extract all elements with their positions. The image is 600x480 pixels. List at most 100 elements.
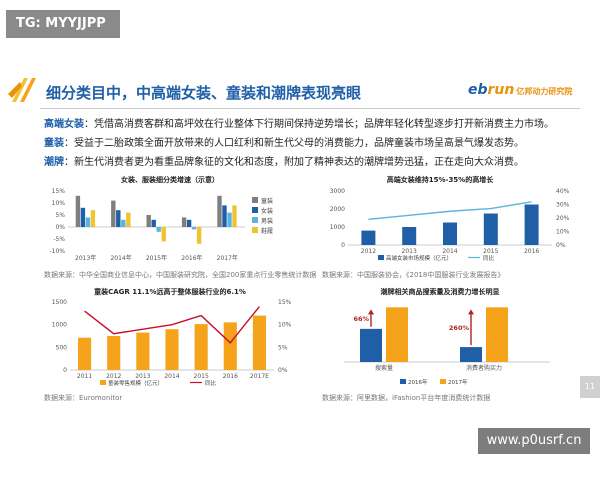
paragraph-kidswear: 童装：受益于二胎政策全面开放带来的人口红利和新生代父母的消费能力，品牌童装市场呈… <box>44 138 524 149</box>
chart3-bar <box>252 315 266 370</box>
chart2-y2tick: 30% <box>556 202 570 209</box>
chart4-legend-label: 2016年 <box>408 378 428 386</box>
chart3-ytick: 1000 <box>52 322 67 329</box>
chart2-y2tick: 40% <box>556 188 570 195</box>
chart2-bar <box>483 213 498 245</box>
chart2-xtick: 2014 <box>442 248 457 255</box>
chart3-ytick: 500 <box>56 344 68 351</box>
chart1-bar <box>121 219 126 227</box>
chart1-ytick: 15% <box>52 188 66 195</box>
chart3-xtick: 2014 <box>164 373 179 380</box>
chart2-legend-bar: 高端女装市场规模（亿元） <box>386 254 452 262</box>
chart2-legend-swatch <box>378 255 384 260</box>
chart2-line <box>368 201 532 221</box>
watermark-top: TG: MYYJJPP <box>6 10 120 38</box>
chart1-bar <box>227 212 232 227</box>
chart4-arrow-head <box>368 309 374 315</box>
chart2-bar <box>443 222 457 245</box>
chart3-bar <box>107 336 121 370</box>
chart1-xtick: 2017年 <box>217 254 238 262</box>
chart1-bar <box>161 227 166 242</box>
chart4-bar <box>460 347 482 362</box>
chart2-bar <box>524 204 539 245</box>
chart1-bar <box>156 227 161 232</box>
chart1-bar <box>111 200 116 227</box>
logo-icon <box>8 78 36 102</box>
chart4-title: 潮牌相关商品搜索量及消费力增长明显 <box>380 288 500 296</box>
chart3-line <box>84 306 260 344</box>
chart4-bar <box>486 307 508 362</box>
chart2-bar <box>361 230 376 245</box>
chart3-legend-line: 同比 <box>205 379 217 387</box>
chart4-annotation: 260% <box>449 324 470 332</box>
chart1-bar <box>80 207 86 227</box>
chart3-title: 童装CAGR 11.1%远高于整体服装行业的6.1% <box>94 288 246 296</box>
chart1-bar <box>181 217 187 227</box>
paragraph-womenswear: 高端女装：凭借高消费客群和高坪效在行业整体下行期间保持逆势增长；品牌年轻化转型逐… <box>44 119 554 130</box>
chart1-legend-label: 男装 <box>261 217 273 225</box>
chart1-bar <box>196 227 202 244</box>
chart1-bar <box>85 217 91 227</box>
chart1-bar <box>217 195 222 227</box>
chart3-xtick: 2012 <box>106 373 121 380</box>
chart4-xtick: 搜索量 <box>375 364 393 372</box>
chart2-title: 高端女装维持15%-35%的高增长 <box>386 176 494 184</box>
chart4-legend-swatch <box>440 379 446 384</box>
chart3-ytick: 1500 <box>52 299 67 306</box>
chart4-arrow-head <box>468 309 474 315</box>
chart3-bar <box>78 337 92 370</box>
chart1-bar <box>151 219 156 227</box>
chart2-ytick: 1000 <box>330 224 345 231</box>
chart1-legend-label: 女装 <box>261 207 273 215</box>
chart3-y2tick: 5% <box>278 344 288 351</box>
chart3-source: 数据来源：Euromonitor <box>44 394 123 402</box>
chart4-xtick: 消费者购买力 <box>466 364 502 372</box>
chart2-xtick: 2012 <box>361 248 376 255</box>
chart1: 15% 10% 5% 0% -5% -10% 2013年 2014年 2015年 2016年 201… <box>49 188 273 262</box>
chart4-bar <box>386 307 408 362</box>
chart1-ytick: 0% <box>55 224 65 231</box>
chart1-xtick: 2016年 <box>181 254 202 262</box>
chart2-y2tick: 10% <box>556 229 570 236</box>
page-title: 细分类目中，中高端女装、童装和潮牌表现亮眼 <box>46 84 362 102</box>
chart3-bar <box>223 322 237 370</box>
chart1-legend-swatch <box>252 197 258 203</box>
chart1-legend-swatch <box>252 227 258 233</box>
chart4-legend-swatch <box>400 379 406 384</box>
chart3-legend-bar: 童装零售规模（亿元） <box>108 379 163 387</box>
chart2-ytick: 3000 <box>330 188 345 195</box>
chart2-legend-line: 同比 <box>483 254 495 262</box>
chart1-xtick: 2014年 <box>110 254 131 262</box>
chart2-y2tick: 0% <box>556 242 566 249</box>
chart1-bar <box>90 210 96 227</box>
chart3-bar <box>136 332 150 370</box>
chart4: 66% 搜索量 260% 消费者购买力 2016年 2017年 <box>344 307 550 386</box>
chart2-source: 数据来源：中国服装协会，《2018中国服装行业发展报告》 <box>322 271 505 279</box>
chart3: 1500 1000 500 0 15% 10% 5% 0% 2011 2012 2013 2014 20… <box>52 299 292 387</box>
chart4-annotation: 66% <box>353 315 369 323</box>
chart1-ytick: -5% <box>53 236 65 243</box>
chart4-legend-label: 2017年 <box>448 378 468 386</box>
chart3-y2tick: 15% <box>278 299 292 306</box>
chart2-xtick: 2016 <box>524 248 539 255</box>
watermark-bottom: www.p0usrf.cn <box>478 428 590 454</box>
chart3-bar <box>165 329 179 370</box>
chart1-bar <box>232 205 237 227</box>
chart1-bar <box>146 215 151 227</box>
chart3-xtick: 2015 <box>194 373 209 380</box>
paragraph-streetwear: 潮牌：新生代消费者更为看重品牌象征的文化和态度，附加了精神表达的潮牌增势迅猛，正… <box>44 157 524 168</box>
chart1-bar <box>191 227 197 230</box>
chart1-ytick: 10% <box>52 200 66 207</box>
brand-logo: ebrun 亿邦动力研究院 <box>468 82 573 98</box>
chart3-legend-swatch <box>100 380 106 385</box>
chart4-source: 数据来源：阿里数据，iFashion平台年度消费统计数据 <box>322 394 491 402</box>
chart2-xtick: 2013 <box>402 248 417 255</box>
chart2-ytick: 2000 <box>330 206 345 213</box>
chart1-bar <box>116 210 121 227</box>
page-number: 11 <box>580 376 600 398</box>
chart1-bar <box>186 219 192 227</box>
chart2-bar <box>402 227 417 245</box>
chart1-title: 女装、服装细分类增速（示意） <box>121 176 219 184</box>
chart2-xtick: 2015 <box>483 248 498 255</box>
chart2-ytick: 0 <box>341 242 345 249</box>
